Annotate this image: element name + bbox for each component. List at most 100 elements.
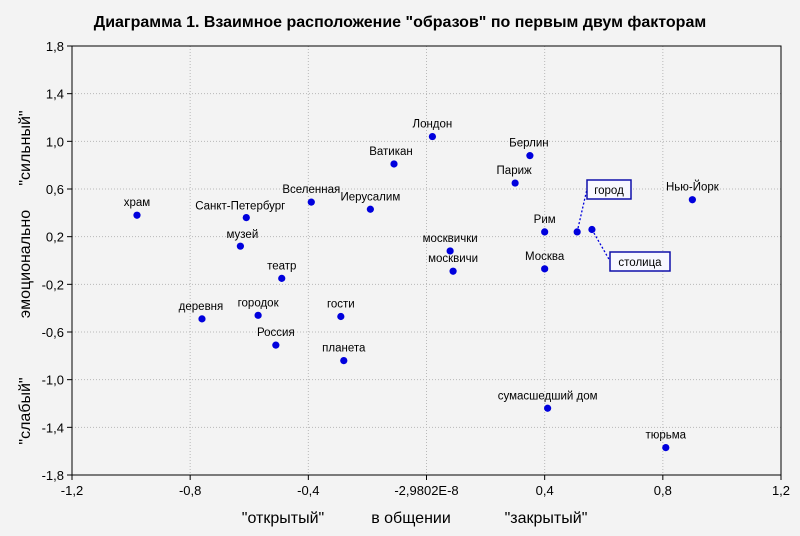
point-marker <box>541 228 549 236</box>
point-label-box <box>609 251 671 272</box>
point-label: москвичи <box>428 253 478 265</box>
y-tick-label: 1,0 <box>46 134 64 149</box>
point-marker <box>236 242 244 250</box>
point-marker <box>544 404 552 412</box>
point-marker <box>541 265 549 273</box>
data-point: Париж <box>497 165 532 187</box>
y-axis-label-center: эмоционально <box>17 210 34 318</box>
y-tick-label: 1,4 <box>46 87 64 102</box>
point-marker <box>428 132 437 141</box>
grid <box>72 46 781 475</box>
point-label: Иерусалим <box>340 191 400 203</box>
point-label: Рим <box>534 214 556 226</box>
point-label: городок <box>238 297 280 309</box>
data-point: планета <box>322 343 366 365</box>
y-tick-label: -1,0 <box>42 373 64 388</box>
data-point: музей <box>227 229 259 250</box>
point-marker <box>242 214 250 222</box>
point-marker <box>337 312 345 321</box>
x-axis-label: "открытый" в общении "закрытый" <box>242 510 588 527</box>
x-tick-label: -2,9802E-8 <box>394 483 458 498</box>
data-point: Иерусалим <box>340 191 400 213</box>
point-marker <box>198 315 206 323</box>
point-marker <box>340 357 348 365</box>
point-label: город <box>594 185 624 197</box>
x-axis-label-left: "открытый" <box>242 510 324 527</box>
point-marker <box>254 311 262 319</box>
data-point: Санкт-Петербург <box>195 201 285 222</box>
y-axis-label: "слабый" эмоционально "сильный" <box>17 110 34 444</box>
data-point: столица <box>588 225 671 272</box>
data-point: гости <box>327 299 355 321</box>
y-axis-label-top: "сильный" <box>17 110 34 185</box>
data-point: Берлин <box>509 138 549 160</box>
point-label: Лондон <box>413 119 453 131</box>
y-axis-label-bottom: "слабый" <box>17 377 34 444</box>
y-tick-label: -0,6 <box>42 325 64 340</box>
point-label: Ватикан <box>369 146 413 158</box>
x-axis-label-center: в общении <box>371 510 451 527</box>
point-label: сумасшедший дом <box>498 390 598 402</box>
point-marker <box>133 211 141 219</box>
data-point: Вселенная <box>282 184 340 206</box>
y-tick-label: 1,8 <box>46 39 64 54</box>
y-axis-ticks: 1,8 1,4 1,0 0,6 0,2 -0,2 -0,6 -1,0 -1,4 -1,8 <box>42 39 72 483</box>
data-point: храм <box>124 197 151 219</box>
x-tick-label: -1,2 <box>61 483 83 498</box>
point-label: Париж <box>497 165 532 177</box>
point-label: Берлин <box>509 138 548 150</box>
data-point: москвички <box>423 233 478 255</box>
y-tick-label: 0,6 <box>46 182 64 197</box>
data-point: театр <box>267 260 296 282</box>
data-point: Нью-Йорк <box>666 181 720 204</box>
point-marker <box>662 443 670 452</box>
x-axis-label-right: "закрытый" <box>505 510 588 527</box>
data-point: Россия <box>257 327 295 349</box>
point-label: Вселенная <box>282 184 340 196</box>
point-label: планета <box>322 343 366 355</box>
point-label-box <box>586 179 632 200</box>
point-label: деревня <box>179 301 224 313</box>
plot-frame <box>71 45 782 476</box>
x-tick-label: 0,8 <box>654 483 672 498</box>
point-marker <box>688 196 696 204</box>
point-label-leader <box>591 229 611 262</box>
point-label: музей <box>227 229 259 241</box>
data-point: городок <box>238 297 280 319</box>
point-marker <box>526 152 534 160</box>
point-label: Россия <box>257 327 295 339</box>
data-point: Москва <box>525 251 565 273</box>
y-tick-label: -1,4 <box>42 420 64 435</box>
x-tick-label: -0,8 <box>179 483 201 498</box>
chart-title: Диаграмма 1. Взаимное расположение "обра… <box>94 14 706 31</box>
point-marker <box>366 205 374 213</box>
data-point: тюрьма <box>645 430 687 452</box>
data-point: москвичи <box>428 253 478 275</box>
y-tick-label: -1,8 <box>42 468 64 483</box>
x-tick-label: 0,4 <box>536 483 554 498</box>
x-axis-ticks: -1,2 -0,8 -0,4 -2,9802E-8 0,4 0,8 1,2 <box>61 475 790 498</box>
point-marker <box>511 179 519 187</box>
data-point: Рим <box>534 214 556 236</box>
data-points: храм Санкт-Петербург музей ВселеннаяИерусал… <box>124 119 720 452</box>
y-tick-label: 0,2 <box>46 230 64 245</box>
point-label: тюрьма <box>645 430 686 442</box>
data-point: Лондон <box>413 119 453 141</box>
point-label: москвички <box>423 233 478 245</box>
data-point: город <box>573 179 632 236</box>
point-label: театр <box>267 260 296 272</box>
x-tick-label: -0,4 <box>297 483 319 498</box>
point-marker <box>446 247 454 255</box>
point-label: столица <box>618 257 662 269</box>
point-label: Санкт-Петербург <box>195 201 285 213</box>
point-label: храм <box>124 197 151 209</box>
x-tick-label: 1,2 <box>772 483 790 498</box>
data-point: деревня <box>179 301 224 323</box>
point-label-leader <box>576 188 588 233</box>
point-marker <box>390 160 398 168</box>
data-point: Ватикан <box>369 146 413 168</box>
point-label: гости <box>327 299 355 311</box>
point-marker <box>307 198 315 206</box>
